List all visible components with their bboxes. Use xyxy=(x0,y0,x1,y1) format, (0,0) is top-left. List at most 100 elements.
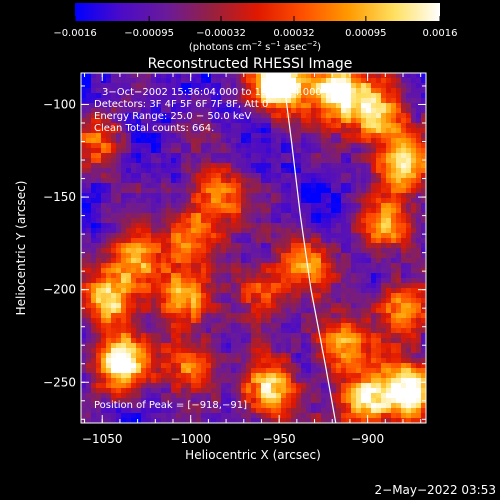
heatmap-cell xyxy=(271,243,277,249)
heatmap-cell xyxy=(206,323,212,329)
heatmap-cell xyxy=(401,338,407,344)
heatmap-cell xyxy=(391,143,397,149)
heatmap-cell xyxy=(411,168,417,174)
heatmap-cell xyxy=(381,198,387,204)
heatmap-cell xyxy=(231,388,237,394)
heatmap-cell xyxy=(91,263,97,269)
heatmap-cell xyxy=(411,73,417,79)
heatmap-cell xyxy=(171,353,177,359)
heatmap-cell xyxy=(306,103,312,109)
heatmap-cell xyxy=(196,288,202,294)
heatmap-cell xyxy=(366,323,372,329)
heatmap-cell xyxy=(401,98,407,104)
heatmap-cell xyxy=(161,418,167,423)
heatmap-cell xyxy=(341,373,347,379)
heatmap-cell xyxy=(386,103,392,109)
heatmap-cell xyxy=(101,73,107,79)
heatmap-cell xyxy=(416,233,422,239)
heatmap-cell xyxy=(161,93,167,99)
heatmap-cell xyxy=(121,343,127,349)
heatmap-cell xyxy=(301,403,307,409)
heatmap-cell xyxy=(81,323,87,329)
heatmap-cell xyxy=(316,128,322,134)
heatmap-cell xyxy=(201,343,207,349)
heatmap-cell xyxy=(96,398,102,404)
heatmap-cell xyxy=(276,333,282,339)
heatmap-cell xyxy=(226,193,232,199)
heatmap-cell xyxy=(166,403,172,409)
heatmap-cell xyxy=(111,173,117,179)
heatmap-cell xyxy=(86,113,92,119)
heatmap-cell xyxy=(266,258,272,264)
heatmap-cell xyxy=(126,413,132,419)
heatmap-cell xyxy=(326,253,332,259)
heatmap-cell xyxy=(291,98,297,104)
heatmap-cell xyxy=(346,283,352,289)
heatmap-cell xyxy=(126,278,132,284)
heatmap-cell xyxy=(221,403,227,409)
heatmap-cell xyxy=(371,343,377,349)
heatmap-cell xyxy=(161,128,167,134)
heatmap-cell xyxy=(96,193,102,199)
x-tick-label: −1000 xyxy=(170,432,211,446)
heatmap-cell xyxy=(386,248,392,254)
heatmap-cell xyxy=(86,153,92,159)
heatmap-cell xyxy=(346,293,352,299)
heatmap-cell xyxy=(156,413,162,419)
heatmap-cell xyxy=(326,218,332,224)
heatmap-cell xyxy=(191,268,197,274)
heatmap-cell xyxy=(311,238,317,244)
heatmap-cell xyxy=(171,373,177,379)
heatmap-cell xyxy=(371,353,377,359)
heatmap-cell xyxy=(131,248,137,254)
heatmap-cell xyxy=(126,88,132,94)
heatmap-cell xyxy=(251,408,257,414)
heatmap-cell xyxy=(271,228,277,234)
heatmap-cell xyxy=(216,393,222,399)
heatmap-cell xyxy=(231,153,237,159)
heatmap-cell xyxy=(256,98,262,104)
heatmap-cell xyxy=(226,238,232,244)
heatmap-cell xyxy=(411,298,417,304)
heatmap-cell xyxy=(326,258,332,264)
heatmap-cell xyxy=(101,403,107,409)
heatmap-cell xyxy=(106,223,112,229)
heatmap-cell xyxy=(241,243,247,249)
heatmap-cell xyxy=(316,163,322,169)
heatmap-cell xyxy=(381,273,387,279)
x-tick-label: −1050 xyxy=(82,432,123,446)
heatmap-cell xyxy=(386,318,392,324)
heatmap-cell xyxy=(316,293,322,299)
heatmap-cell xyxy=(381,418,387,423)
heatmap-cell xyxy=(266,218,272,224)
heatmap-cell xyxy=(386,178,392,184)
heatmap-cell xyxy=(191,108,197,114)
heatmap-cell xyxy=(366,343,372,349)
heatmap-cell xyxy=(231,323,237,329)
heatmap-cell xyxy=(166,193,172,199)
heatmap-cell xyxy=(356,283,362,289)
heatmap-cell xyxy=(306,323,312,329)
heatmap-cell xyxy=(301,183,307,189)
heatmap-cell xyxy=(191,228,197,234)
heatmap-cell xyxy=(416,378,422,384)
heatmap-cell xyxy=(406,83,412,89)
heatmap-cell xyxy=(231,418,237,423)
heatmap-cell xyxy=(366,253,372,259)
heatmap-cell xyxy=(246,328,252,334)
heatmap-cell xyxy=(261,363,267,369)
heatmap-cell xyxy=(356,398,362,404)
heatmap-cell xyxy=(241,248,247,254)
heatmap-cell xyxy=(316,143,322,149)
heatmap-cell xyxy=(416,158,422,164)
heatmap-cell xyxy=(186,233,192,239)
heatmap-cell xyxy=(311,398,317,404)
heatmap-cell xyxy=(256,418,262,423)
heatmap-cell xyxy=(276,388,282,394)
heatmap-cell xyxy=(311,403,317,409)
heatmap-cell xyxy=(321,208,327,214)
heatmap-cell xyxy=(286,383,292,389)
heatmap-cell xyxy=(106,323,112,329)
heatmap-cell xyxy=(146,108,152,114)
heatmap-cell xyxy=(396,378,402,384)
